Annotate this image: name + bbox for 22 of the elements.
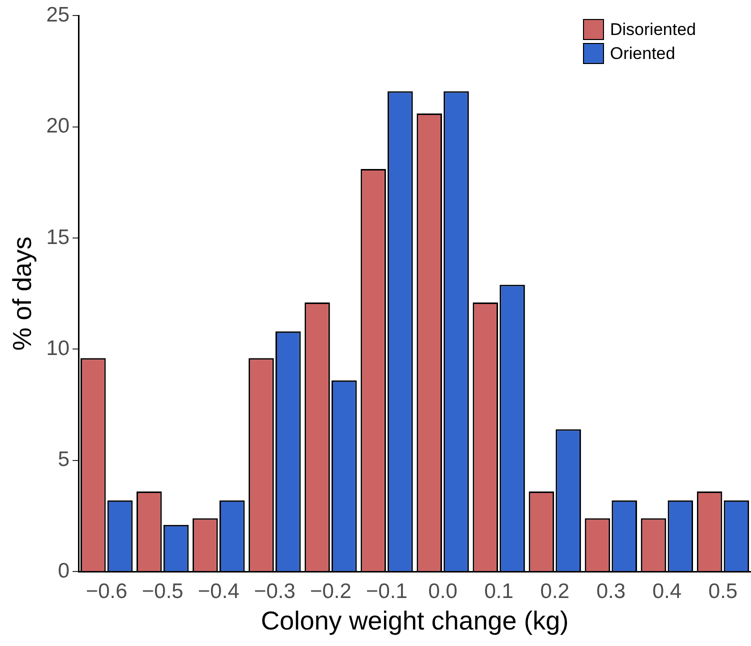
x-tick-label: −0.5 <box>142 580 184 603</box>
x-tick-label: −0.3 <box>254 580 296 603</box>
legend-label: Oriented <box>610 44 676 64</box>
x-tick-label: −0.1 <box>366 580 408 603</box>
x-tick-label: 0.4 <box>652 580 682 603</box>
x-axis-title: Colony weight change (kg) <box>260 606 569 636</box>
y-axis-title: % of days <box>6 236 37 351</box>
y-tick-label: 15 <box>46 226 70 249</box>
x-tick-label: 0.5 <box>708 580 738 603</box>
y-tick-label: 20 <box>46 114 70 138</box>
x-tick-label: 0.3 <box>596 580 626 603</box>
y-tick-label: 0 <box>58 559 70 582</box>
x-tick-label: 0.0 <box>428 580 458 603</box>
x-tick-label: 0.1 <box>484 580 514 603</box>
y-tick-label: 10 <box>46 336 70 360</box>
y-tick-label: 25 <box>46 3 70 26</box>
x-tick-label: 0.2 <box>540 580 570 603</box>
legend-label: Disoriented <box>610 20 696 40</box>
x-tick-label: −0.6 <box>86 580 128 603</box>
y-tick-label: 5 <box>58 448 70 472</box>
x-tick-label: −0.2 <box>310 580 352 603</box>
x-tick-label: −0.4 <box>198 580 240 603</box>
